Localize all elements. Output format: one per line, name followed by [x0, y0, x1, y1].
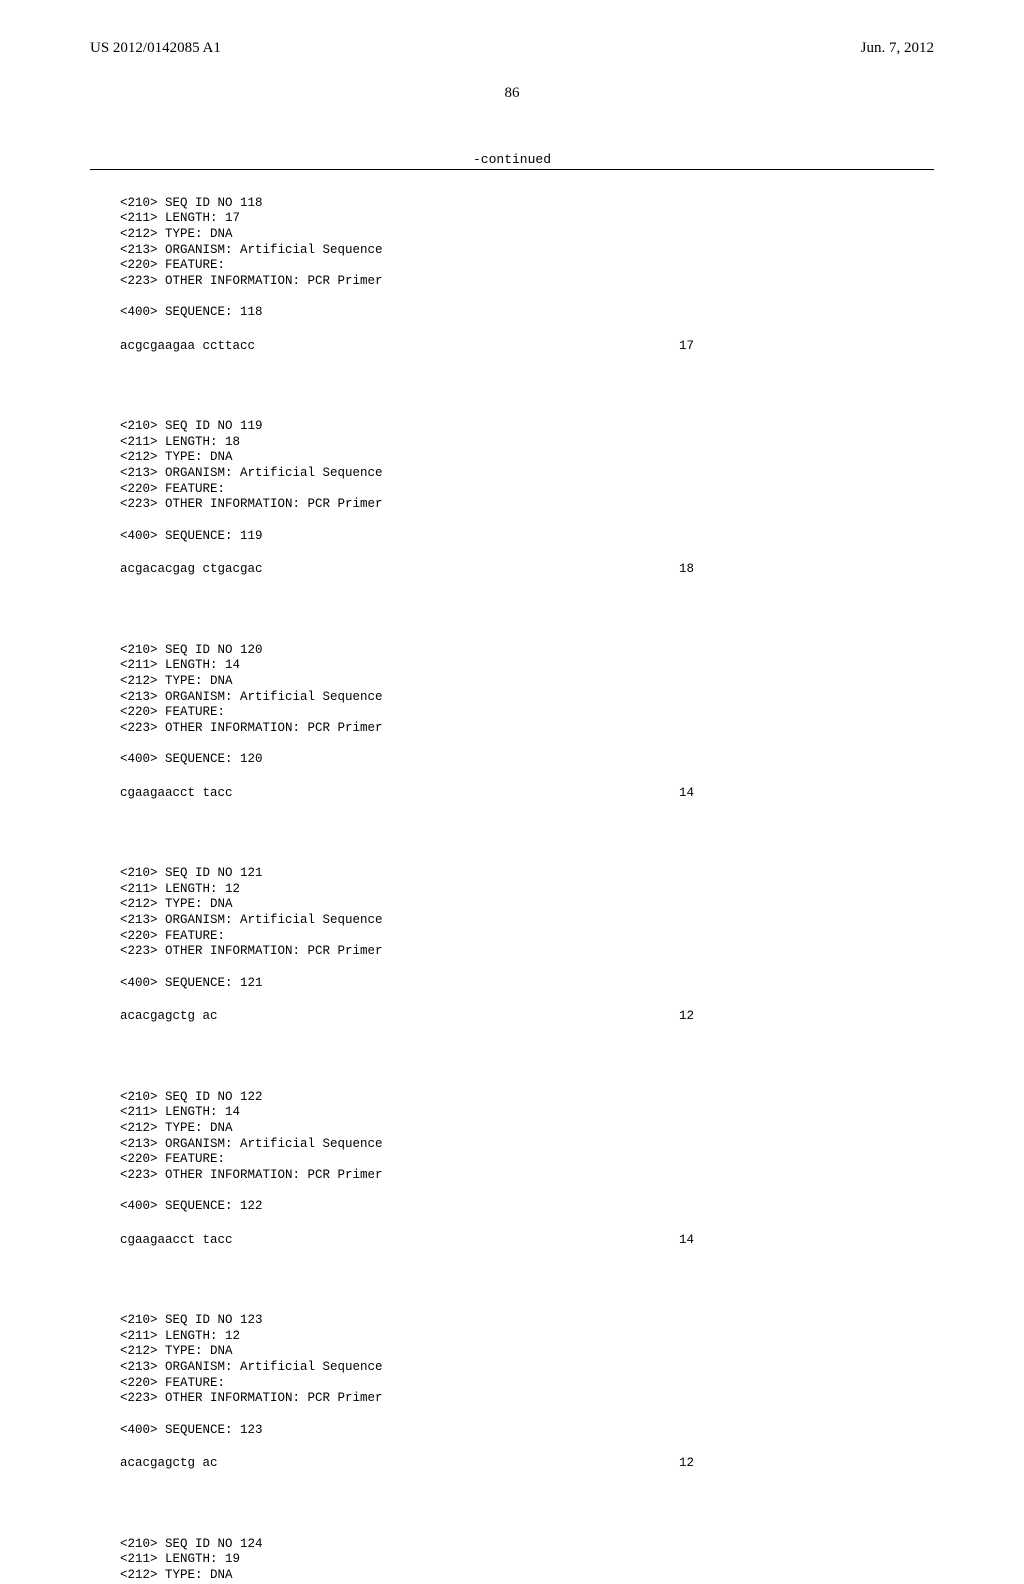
seq-gap [120, 1472, 904, 1503]
seq-label: <400> SEQUENCE: 121 [120, 976, 263, 990]
seq-meta-line: <210> SEQ ID NO 122 [120, 1090, 263, 1104]
continued-label: -continued [90, 152, 934, 167]
seq-sequence-row: acacgagctg ac 12 [120, 1009, 904, 1025]
seq-meta-line: <213> ORGANISM: Artificial Sequence [120, 1360, 383, 1374]
seq-meta-line: <210> SEQ ID NO 118 [120, 196, 263, 210]
seq-meta-line: <220> FEATURE: [120, 1376, 225, 1390]
seq-entry: <210> SEQ ID NO 123 <211> LENGTH: 12 <21… [120, 1298, 904, 1439]
seq-sequence-row: acacgagctg ac 12 [120, 1456, 904, 1472]
seq-sequence: acacgagctg ac [120, 1009, 218, 1025]
seq-sequence: acacgagctg ac [120, 1456, 218, 1472]
seq-sequence: cgaagaacct tacc [120, 1233, 233, 1249]
seq-meta-line: <213> ORGANISM: Artificial Sequence [120, 466, 383, 480]
seq-length-right: 12 [679, 1456, 904, 1472]
seq-meta-line: <220> FEATURE: [120, 1152, 225, 1166]
seq-meta-line: <223> OTHER INFORMATION: PCR Primer [120, 1168, 383, 1182]
seq-meta-line: <211> LENGTH: 12 [120, 1329, 240, 1343]
seq-meta-line: <212> TYPE: DNA [120, 1121, 233, 1135]
seq-entry-partial: <210> SEQ ID NO 124 <211> LENGTH: 19 <21… [120, 1521, 904, 1584]
seq-label: <400> SEQUENCE: 119 [120, 529, 263, 543]
seq-sequence: cgaagaacct tacc [120, 786, 233, 802]
seq-meta-line: <220> FEATURE: [120, 705, 225, 719]
seq-meta-line: <223> OTHER INFORMATION: PCR Primer [120, 944, 383, 958]
seq-meta-line: <210> SEQ ID NO 124 [120, 1537, 263, 1551]
seq-label: <400> SEQUENCE: 118 [120, 305, 263, 319]
seq-meta-line: <223> OTHER INFORMATION: PCR Primer [120, 1391, 383, 1405]
seq-entry: <210> SEQ ID NO 120 <211> LENGTH: 14 <21… [120, 627, 904, 768]
seq-meta-line: <220> FEATURE: [120, 482, 225, 496]
seq-meta-line: <220> FEATURE: [120, 929, 225, 943]
seq-meta-line: <223> OTHER INFORMATION: PCR Primer [120, 721, 383, 735]
seq-length-right: 12 [679, 1009, 904, 1025]
seq-meta-line: <210> SEQ ID NO 120 [120, 643, 263, 657]
seq-meta-line: <211> LENGTH: 12 [120, 882, 240, 896]
page-number: 86 [90, 85, 934, 102]
seq-entry: <210> SEQ ID NO 122 <211> LENGTH: 14 <21… [120, 1074, 904, 1215]
seq-length-right: 18 [679, 562, 904, 578]
seq-meta-line: <211> LENGTH: 18 [120, 435, 240, 449]
seq-meta-line: <223> OTHER INFORMATION: PCR Primer [120, 274, 383, 288]
seq-length-right: 17 [679, 339, 904, 355]
seq-meta-line: <212> TYPE: DNA [120, 450, 233, 464]
publication-number: US 2012/0142085 A1 [90, 40, 221, 57]
seq-gap [120, 1248, 904, 1279]
seq-sequence-row: acgacacgag ctgacgac 18 [120, 562, 904, 578]
divider-line [90, 169, 934, 170]
seq-meta-line: <211> LENGTH: 14 [120, 1105, 240, 1119]
seq-sequence-row: acgcgaagaa ccttacc 17 [120, 339, 904, 355]
seq-meta-line: <212> TYPE: DNA [120, 897, 233, 911]
seq-meta-line: <220> FEATURE: [120, 258, 225, 272]
seq-length-right: 14 [679, 1233, 904, 1249]
seq-label: <400> SEQUENCE: 122 [120, 1199, 263, 1213]
seq-sequence: acgacacgag ctgacgac [120, 562, 263, 578]
seq-sequence-row: cgaagaacct tacc 14 [120, 786, 904, 802]
seq-meta-line: <213> ORGANISM: Artificial Sequence [120, 690, 383, 704]
seq-entry: <210> SEQ ID NO 119 <211> LENGTH: 18 <21… [120, 404, 904, 545]
seq-gap [120, 801, 904, 832]
seq-meta-line: <213> ORGANISM: Artificial Sequence [120, 1137, 383, 1151]
seq-meta-line: <211> LENGTH: 19 [120, 1552, 240, 1566]
seq-entry: <210> SEQ ID NO 118 <211> LENGTH: 17 <21… [120, 180, 904, 321]
seq-gap [120, 1025, 904, 1056]
seq-entry: <210> SEQ ID NO 121 <211> LENGTH: 12 <21… [120, 851, 904, 992]
seq-meta-line: <212> TYPE: DNA [120, 1344, 233, 1358]
seq-meta-line: <212> TYPE: DNA [120, 674, 233, 688]
seq-meta-line: <211> LENGTH: 17 [120, 211, 240, 225]
seq-meta-line: <223> OTHER INFORMATION: PCR Primer [120, 497, 383, 511]
seq-meta-line: <213> ORGANISM: Artificial Sequence [120, 243, 383, 257]
seq-meta-line: <211> LENGTH: 14 [120, 658, 240, 672]
seq-length-right: 14 [679, 786, 904, 802]
seq-meta-line: <212> TYPE: DNA [120, 227, 233, 241]
seq-meta-line: <210> SEQ ID NO 123 [120, 1313, 263, 1327]
seq-meta-line: <213> ORGANISM: Artificial Sequence [120, 913, 383, 927]
seq-gap [120, 578, 904, 609]
page-container: US 2012/0142085 A1 Jun. 7, 2012 86 -cont… [0, 0, 1024, 1320]
header-row: US 2012/0142085 A1 Jun. 7, 2012 [90, 40, 934, 57]
seq-meta-line: <210> SEQ ID NO 121 [120, 866, 263, 880]
seq-sequence-row: cgaagaacct tacc 14 [120, 1233, 904, 1249]
sequence-entries: <210> SEQ ID NO 118 <211> LENGTH: 17 <21… [90, 180, 934, 1584]
seq-label: <400> SEQUENCE: 120 [120, 752, 263, 766]
seq-sequence: acgcgaagaa ccttacc [120, 339, 255, 355]
publication-date: Jun. 7, 2012 [861, 40, 934, 57]
seq-meta-line: <212> TYPE: DNA [120, 1568, 233, 1582]
sequence-listing-block: -continued <210> SEQ ID NO 118 <211> LEN… [90, 152, 934, 1584]
seq-meta-line: <210> SEQ ID NO 119 [120, 419, 263, 433]
seq-gap [120, 354, 904, 385]
seq-label: <400> SEQUENCE: 123 [120, 1423, 263, 1437]
